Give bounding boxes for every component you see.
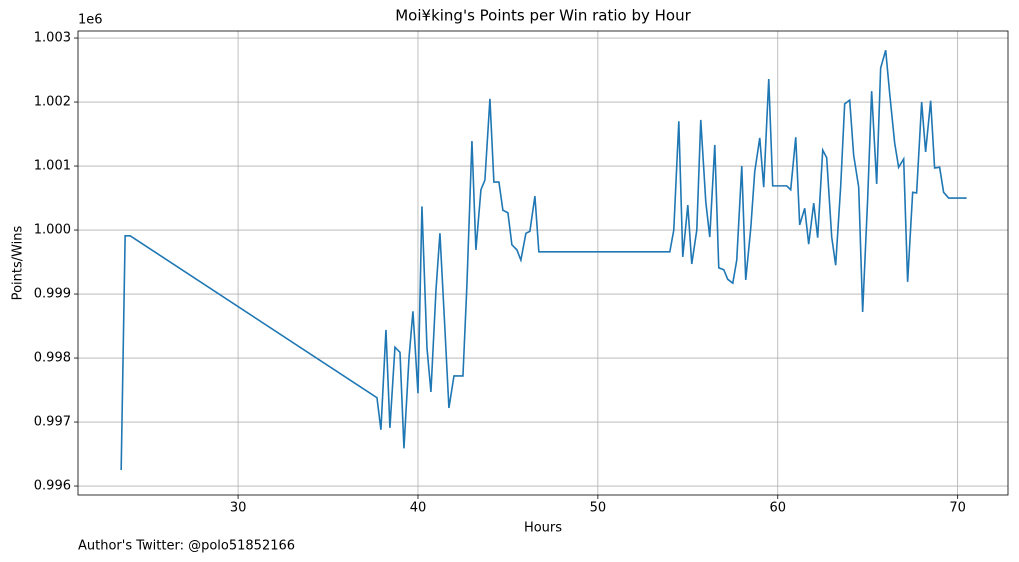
data-line (120, 49, 967, 471)
chart-title: Moi¥king's Points per Win ratio by Hour (395, 7, 691, 25)
y-tick-label: 1.002 (34, 95, 71, 110)
y-axis-label: Points/Wins (11, 225, 26, 300)
x-axis-label: Hours (524, 521, 562, 536)
y-tick-label: 0.998 (34, 351, 71, 366)
x-tick-label: 60 (769, 501, 786, 516)
x-tick-label: 50 (590, 501, 607, 516)
x-tick-label: 30 (230, 501, 247, 516)
plot-frame (77, 30, 1009, 496)
y-tick-label: 1.000 (34, 223, 71, 238)
y-tick-label: 1.001 (34, 159, 71, 174)
y-tick-label: 0.999 (34, 287, 71, 302)
y-tick-label: 0.996 (34, 479, 71, 494)
y-offset-label: 1e6 (78, 13, 103, 28)
footnote: Author's Twitter: @polo51852166 (78, 539, 295, 554)
y-tick-label: 0.997 (34, 415, 71, 430)
x-tick-label: 70 (949, 501, 966, 516)
y-tick-label: 1.003 (34, 31, 71, 46)
x-tick-label: 40 (410, 501, 427, 516)
